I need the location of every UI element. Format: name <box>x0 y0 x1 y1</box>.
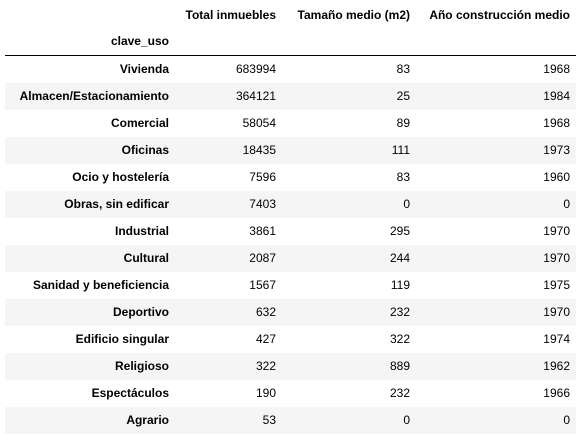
table-row: Sanidad y beneficiencia 1567 119 1975 <box>5 272 576 299</box>
table-row: Ocio y hostelería 7596 83 1960 <box>5 164 576 191</box>
cell-tamano-medio: 232 <box>389 305 410 319</box>
column-header: Tamaño medio (m2) <box>297 8 410 22</box>
table-row: Espectáculos 190 232 1966 <box>5 380 576 407</box>
cell-ano-construccion: 1975 <box>543 278 570 292</box>
row-label: Agrario <box>126 413 169 427</box>
column-header: Año construcción medio <box>429 8 570 22</box>
cell-ano-construccion: 1962 <box>543 359 570 373</box>
cell-ano-construccion: 1970 <box>543 224 570 238</box>
cell-ano-construccion: 1970 <box>543 305 570 319</box>
dataframe-table: Total inmuebles Tamaño medio (m2) Año co… <box>5 3 576 434</box>
cell-total-inmuebles: 58054 <box>242 116 276 130</box>
row-label: Sanidad y beneficiencia <box>32 278 169 292</box>
header-blank-cell <box>5 3 175 28</box>
cell-total-inmuebles: 2087 <box>249 251 276 265</box>
cell-tamano-medio: 0 <box>403 197 410 211</box>
cell-ano-construccion: 0 <box>563 197 570 211</box>
cell-total-inmuebles: 190 <box>255 386 276 400</box>
row-label: Edificio singular <box>75 332 169 346</box>
cell-total-inmuebles: 7403 <box>249 197 276 211</box>
cell-total-inmuebles: 322 <box>255 359 276 373</box>
index-name-blank <box>282 28 416 56</box>
cell-tamano-medio: 232 <box>389 386 410 400</box>
cell-tamano-medio: 889 <box>389 359 410 373</box>
cell-ano-construccion: 1968 <box>543 62 570 76</box>
cell-tamano-medio: 25 <box>396 89 410 103</box>
row-label: Espectáculos <box>91 386 169 400</box>
cell-tamano-medio: 83 <box>396 170 410 184</box>
dataframe-output: Total inmuebles Tamaño medio (m2) Año co… <box>5 3 576 434</box>
index-name-blank <box>175 28 282 56</box>
cell-tamano-medio: 119 <box>390 278 410 292</box>
index-name: clave_uso <box>110 34 169 48</box>
column-header-row: Total inmuebles Tamaño medio (m2) Año co… <box>5 3 576 28</box>
cell-ano-construccion: 1966 <box>543 386 570 400</box>
table-row: Vivienda 683994 83 1968 <box>5 56 576 84</box>
cell-total-inmuebles: 1567 <box>249 278 276 292</box>
cell-ano-construccion: 0 <box>563 413 570 427</box>
cell-total-inmuebles: 632 <box>255 305 276 319</box>
row-label: Oficinas <box>121 143 169 157</box>
row-label: Vivienda <box>119 62 169 76</box>
table-row: Edificio singular 427 322 1974 <box>5 326 576 353</box>
cell-tamano-medio: 322 <box>389 332 410 346</box>
row-label: Obras, sin edificar <box>64 197 169 211</box>
row-label: Deportivo <box>112 305 169 319</box>
cell-ano-construccion: 1973 <box>543 143 570 157</box>
cell-tamano-medio: 0 <box>403 413 410 427</box>
row-label: Religioso <box>114 359 169 373</box>
cell-total-inmuebles: 3861 <box>249 224 276 238</box>
table-row: Industrial 3861 295 1970 <box>5 218 576 245</box>
cell-ano-construccion: 1974 <box>543 332 570 346</box>
cell-total-inmuebles: 7596 <box>249 170 276 184</box>
cell-tamano-medio: 111 <box>391 143 410 157</box>
index-name-row: clave_uso <box>5 28 576 56</box>
table-row: Obras, sin edificar 7403 0 0 <box>5 191 576 218</box>
table-row: Oficinas 18435 111 1973 <box>5 137 576 164</box>
table-row: Almacen/Estacionamiento 364121 25 1984 <box>5 83 576 110</box>
table-row: Agrario 53 0 0 <box>5 407 576 434</box>
cell-total-inmuebles: 683994 <box>235 62 276 76</box>
table-row: Cultural 2087 244 1970 <box>5 245 576 272</box>
cell-ano-construccion: 1960 <box>543 170 570 184</box>
row-label: Almacen/Estacionamiento <box>19 89 169 103</box>
cell-ano-construccion: 1968 <box>543 116 570 130</box>
row-label: Cultural <box>123 251 169 265</box>
cell-tamano-medio: 244 <box>389 251 410 265</box>
cell-total-inmuebles: 364121 <box>235 89 276 103</box>
cell-total-inmuebles: 53 <box>262 413 276 427</box>
table-row: Religioso 322 889 1962 <box>5 353 576 380</box>
column-header: Total inmuebles <box>185 8 276 22</box>
cell-ano-construccion: 1970 <box>543 251 570 265</box>
row-label: Ocio y hostelería <box>72 170 169 184</box>
table-row: Deportivo 632 232 1970 <box>5 299 576 326</box>
index-name-blank <box>416 28 576 56</box>
cell-total-inmuebles: 427 <box>255 332 276 346</box>
cell-tamano-medio: 83 <box>396 62 410 76</box>
cell-tamano-medio: 295 <box>389 224 410 238</box>
row-label: Industrial <box>114 224 169 238</box>
cell-ano-construccion: 1984 <box>543 89 570 103</box>
cell-total-inmuebles: 18435 <box>242 143 276 157</box>
cell-tamano-medio: 89 <box>396 116 410 130</box>
row-label: Comercial <box>110 116 169 130</box>
table-row: Comercial 58054 89 1968 <box>5 110 576 137</box>
